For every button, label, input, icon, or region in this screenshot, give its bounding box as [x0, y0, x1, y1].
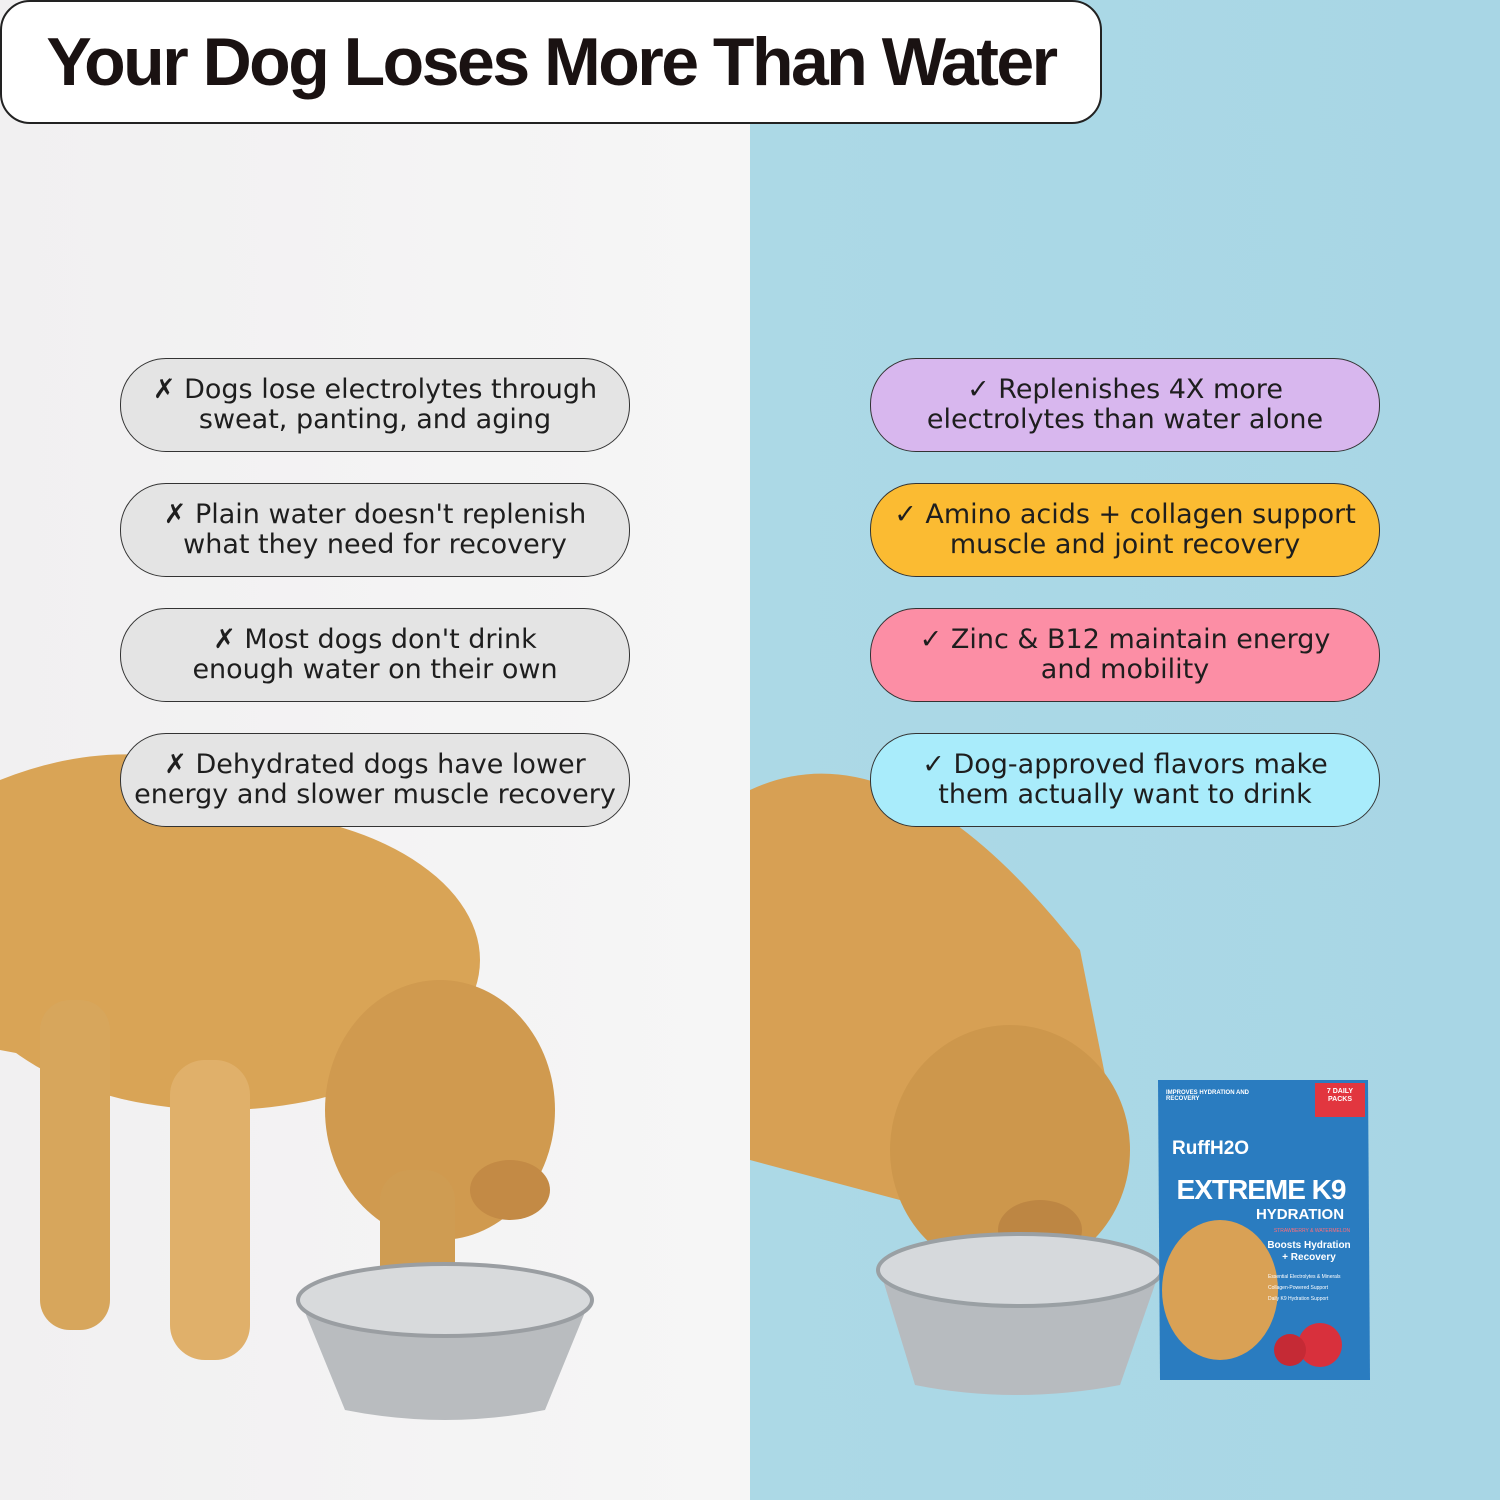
benefit-pill: ✓ Replenishes 4X more electrolytes than w… — [870, 358, 1380, 452]
pill-text-line: electrolytes than water alone — [926, 404, 1324, 435]
problem-pill: ✗ Dehydrated dogs have lower energy and s… — [120, 733, 630, 827]
bag-brand: RuffH2O — [1172, 1138, 1250, 1159]
pill-text-line: ✗ Dogs lose electrolytes through — [152, 374, 598, 405]
benefit-pill: ✓ Amino acids + collagen support muscle a… — [870, 483, 1380, 577]
pill-text-line: ✗ Dehydrated dogs have lower — [164, 749, 586, 780]
bag-bullet: Daily K9 Hydration Support — [1268, 1296, 1329, 1302]
pill-text-line: muscle and joint recovery — [949, 529, 1301, 560]
problem-pill: ✗ Most dogs don't drink enough water on t… — [120, 608, 630, 702]
bag-name: EXTREME K9 — [1176, 1174, 1347, 1205]
pill-text-line: them actually want to drink — [938, 779, 1312, 810]
pill-text-line: energy and slower muscle recovery — [134, 779, 616, 810]
problem-pill: ✗ Plain water doesn't replenish what they… — [120, 483, 630, 577]
bag-subname: HYDRATION — [1255, 1206, 1345, 1223]
benefit-pill: ✓ Zinc & B12 maintain energy and mobility — [870, 608, 1380, 702]
pill-text-line: ✗ Plain water doesn't replenish — [163, 499, 587, 530]
bag-bullets: Essential Electrolytes & Minerals Collage… — [1268, 1272, 1368, 1305]
pill-text-line: ✗ Most dogs don't drink — [213, 624, 537, 655]
bag-bullet: Essential Electrolytes & Minerals — [1268, 1274, 1341, 1280]
bag-packs: 7 DAILY PACKS — [1326, 1088, 1354, 1103]
bowl-right — [876, 1232, 1164, 1395]
product-bag — [1158, 1080, 1370, 1380]
bag-benefit: Boosts Hydration + Recovery — [1267, 1240, 1351, 1263]
bag-bullet: Collagen-Powered Support — [1268, 1285, 1329, 1291]
benefit-pill: ✓ Dog-approved flavors make them actually… — [870, 733, 1380, 827]
pill-text-line: enough water on their own — [192, 654, 558, 685]
pill-text-line: ✓ Dog-approved flavors make — [922, 749, 1328, 780]
dog-right — [750, 773, 1130, 1294]
pill-text-line: ✓ Zinc & B12 maintain energy — [919, 624, 1331, 655]
title-box: Your Dog Loses More Than Water — [0, 0, 1102, 124]
bowl-left — [296, 1262, 594, 1420]
problem-pill: ✗ Dogs lose electrolytes through sweat, p… — [120, 358, 630, 452]
pill-text-line: ✓ Amino acids + collagen support — [894, 499, 1356, 530]
pill-text-line: what they need for recovery — [183, 529, 567, 560]
bag-tagline: IMPROVES HYDRATION AND RECOVERY — [1166, 1090, 1250, 1102]
pill-text-line: ✓ Replenishes 4X more — [967, 374, 1283, 405]
pill-text-line: sweat, panting, and aging — [198, 404, 552, 435]
bag-flavor: STRAWBERRY & WATERMELON — [1273, 1228, 1351, 1234]
pill-text-line: and mobility — [1040, 654, 1210, 685]
